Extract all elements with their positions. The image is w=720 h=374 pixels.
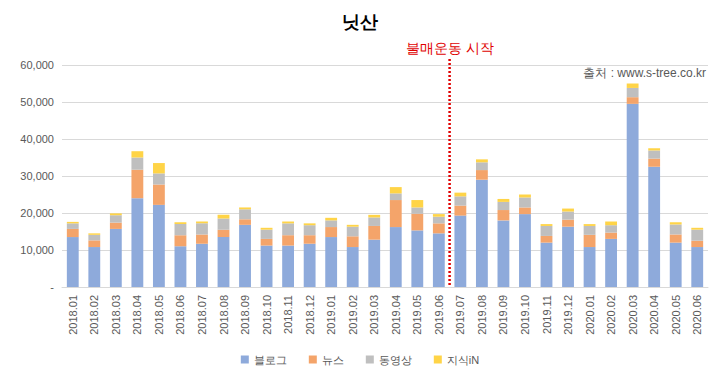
svg-text:2020.05: 2020.05 (670, 295, 682, 335)
svg-text:2018.05: 2018.05 (153, 295, 165, 335)
svg-text:2019.09: 2019.09 (497, 295, 509, 335)
svg-text:2018.12: 2018.12 (304, 295, 316, 335)
svg-text:출처 : www.s-tree.co.kr: 출처 : www.s-tree.co.kr (583, 66, 706, 80)
svg-text:2018.07: 2018.07 (196, 295, 208, 335)
svg-text:2019.04: 2019.04 (390, 295, 402, 335)
svg-text:불매운동 시작: 불매운동 시작 (406, 40, 494, 56)
svg-text:2020.02: 2020.02 (605, 295, 617, 335)
svg-text:2019.10: 2019.10 (519, 295, 531, 335)
svg-text:2019.06: 2019.06 (433, 295, 445, 335)
svg-text:2019.08: 2019.08 (476, 295, 488, 335)
svg-text:2019.02: 2019.02 (347, 295, 359, 335)
svg-text:2020.06: 2020.06 (691, 295, 703, 335)
svg-text:2019.07: 2019.07 (454, 295, 466, 335)
svg-text:2020.01: 2020.01 (584, 295, 596, 335)
svg-text:2018.01: 2018.01 (67, 295, 79, 335)
svg-text:지식iN: 지식iN (447, 354, 479, 366)
svg-text:2019.05: 2019.05 (411, 295, 423, 335)
svg-text:50,000: 50,000 (20, 96, 54, 108)
svg-text:-: - (50, 281, 54, 293)
svg-text:60,000: 60,000 (20, 59, 54, 71)
svg-text:2020.04: 2020.04 (648, 295, 660, 335)
svg-text:2018.06: 2018.06 (174, 295, 186, 335)
svg-text:2018.09: 2018.09 (239, 295, 251, 335)
svg-text:2020.03: 2020.03 (627, 295, 639, 335)
svg-text:동영상: 동영상 (379, 354, 412, 366)
svg-text:10,000: 10,000 (20, 244, 54, 256)
svg-text:2018.02: 2018.02 (88, 295, 100, 335)
svg-text:40,000: 40,000 (20, 133, 54, 145)
svg-text:2018.10: 2018.10 (261, 295, 273, 335)
svg-text:2018.08: 2018.08 (218, 295, 230, 335)
svg-text:2018.04: 2018.04 (131, 295, 143, 335)
svg-text:2018.11: 2018.11 (282, 295, 294, 334)
svg-text:2018.03: 2018.03 (110, 295, 122, 335)
svg-text:2019.03: 2019.03 (368, 295, 380, 335)
svg-text:뉴스: 뉴스 (322, 354, 344, 366)
svg-text:2019.11: 2019.11 (541, 295, 553, 334)
svg-text:20,000: 20,000 (20, 207, 54, 219)
svg-text:2019.12: 2019.12 (562, 295, 574, 335)
svg-text:30,000: 30,000 (20, 170, 54, 182)
svg-text:2019.01: 2019.01 (325, 295, 337, 335)
svg-text:블로그: 블로그 (254, 354, 287, 366)
svg-text:닛산: 닛산 (342, 12, 378, 32)
